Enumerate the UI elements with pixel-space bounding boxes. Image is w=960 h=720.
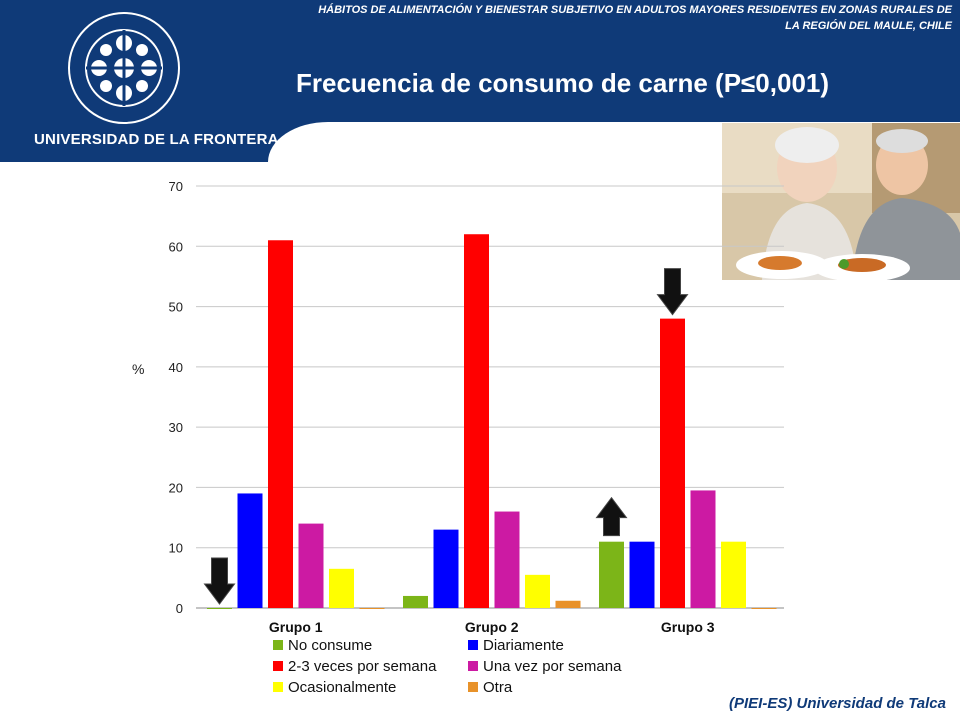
y-axis-label: % [132, 361, 144, 377]
bar-una-vez-por-semana-grupo-2 [494, 511, 520, 608]
legend-swatch [468, 661, 478, 671]
bar-2-3-veces-por-semana-grupo-3 [660, 318, 685, 608]
elderly-couple-eating-photo [722, 123, 960, 280]
chart-legend: No consume Diariamente 2-3 veces por seman… [273, 637, 622, 696]
category-label: Grupo 3 [661, 619, 715, 635]
legend-swatch [273, 661, 283, 671]
bar-otra-grupo-3 [751, 608, 777, 609]
y-tick-label: 20 [169, 480, 183, 495]
y-tick-label: 40 [169, 360, 183, 375]
legend-label: No consume [288, 637, 372, 654]
bar-otra-grupo-2 [555, 600, 581, 608]
bar-2-3-veces-por-semana-grupo-2 [464, 234, 489, 608]
legend-swatch [468, 640, 478, 650]
bar-no-consume-grupo-1 [207, 608, 232, 609]
bar-una-vez-por-semana-grupo-1 [298, 523, 324, 608]
bar-diariamente-grupo-3 [629, 541, 655, 608]
footer-credit: (PIEI-ES) Universidad de Talca [728, 695, 946, 712]
bar-ocasionalmente-grupo-2 [525, 574, 550, 608]
arrow-down-icon [203, 557, 236, 605]
y-tick-label: 70 [169, 179, 183, 194]
bar-diariamente-grupo-2 [433, 529, 459, 608]
y-tick-label: 60 [169, 239, 183, 254]
y-tick-label: 10 [169, 541, 183, 556]
arrow-up-icon [595, 496, 628, 537]
university-seal-icon [68, 12, 180, 124]
legend-label: Diariamente [483, 637, 564, 654]
bar-diariamente-grupo-1 [237, 493, 263, 608]
legend-swatch [468, 682, 478, 692]
university-name: UNIVERSIDAD DE LA FRONTERA [34, 131, 279, 148]
bar-2-3-veces-por-semana-grupo-1 [268, 240, 293, 608]
y-tick-label: 0 [176, 601, 183, 616]
legend-label: Ocasionalmente [288, 679, 396, 696]
y-axis-ticks: 0 10 20 30 40 50 60 70 [169, 179, 183, 616]
legend-label: Otra [483, 679, 513, 696]
bar-ocasionalmente-grupo-1 [329, 568, 354, 608]
arrow-down-icon [656, 268, 689, 316]
presentation-title: HÁBITOS DE ALIMENTACIÓN Y BIENESTAR SUBJ… [318, 4, 952, 32]
bar-una-vez-por-semana-grupo-3 [690, 490, 716, 608]
slide-title: Frecuencia de consumo de carne (P≤0,001) [296, 68, 830, 98]
bar-otra-grupo-1 [359, 608, 385, 609]
category-label: Grupo 1 [269, 619, 323, 635]
bar-no-consume-grupo-3 [599, 541, 624, 608]
y-tick-label: 30 [169, 420, 183, 435]
x-axis-categories: Grupo 1 Grupo 2 Grupo 3 [269, 619, 715, 635]
bar-no-consume-grupo-2 [403, 595, 428, 608]
chart-bars [207, 234, 777, 609]
category-label: Grupo 2 [465, 619, 519, 635]
chart-annotations [203, 268, 689, 605]
legend-label: Una vez por semana [483, 658, 622, 675]
legend-label: 2-3 veces por semana [288, 658, 437, 675]
bar-ocasionalmente-grupo-3 [721, 541, 746, 608]
legend-swatch [273, 640, 283, 650]
chart-gridlines [196, 185, 784, 609]
legend-swatch [273, 682, 283, 692]
y-tick-label: 50 [169, 300, 183, 315]
